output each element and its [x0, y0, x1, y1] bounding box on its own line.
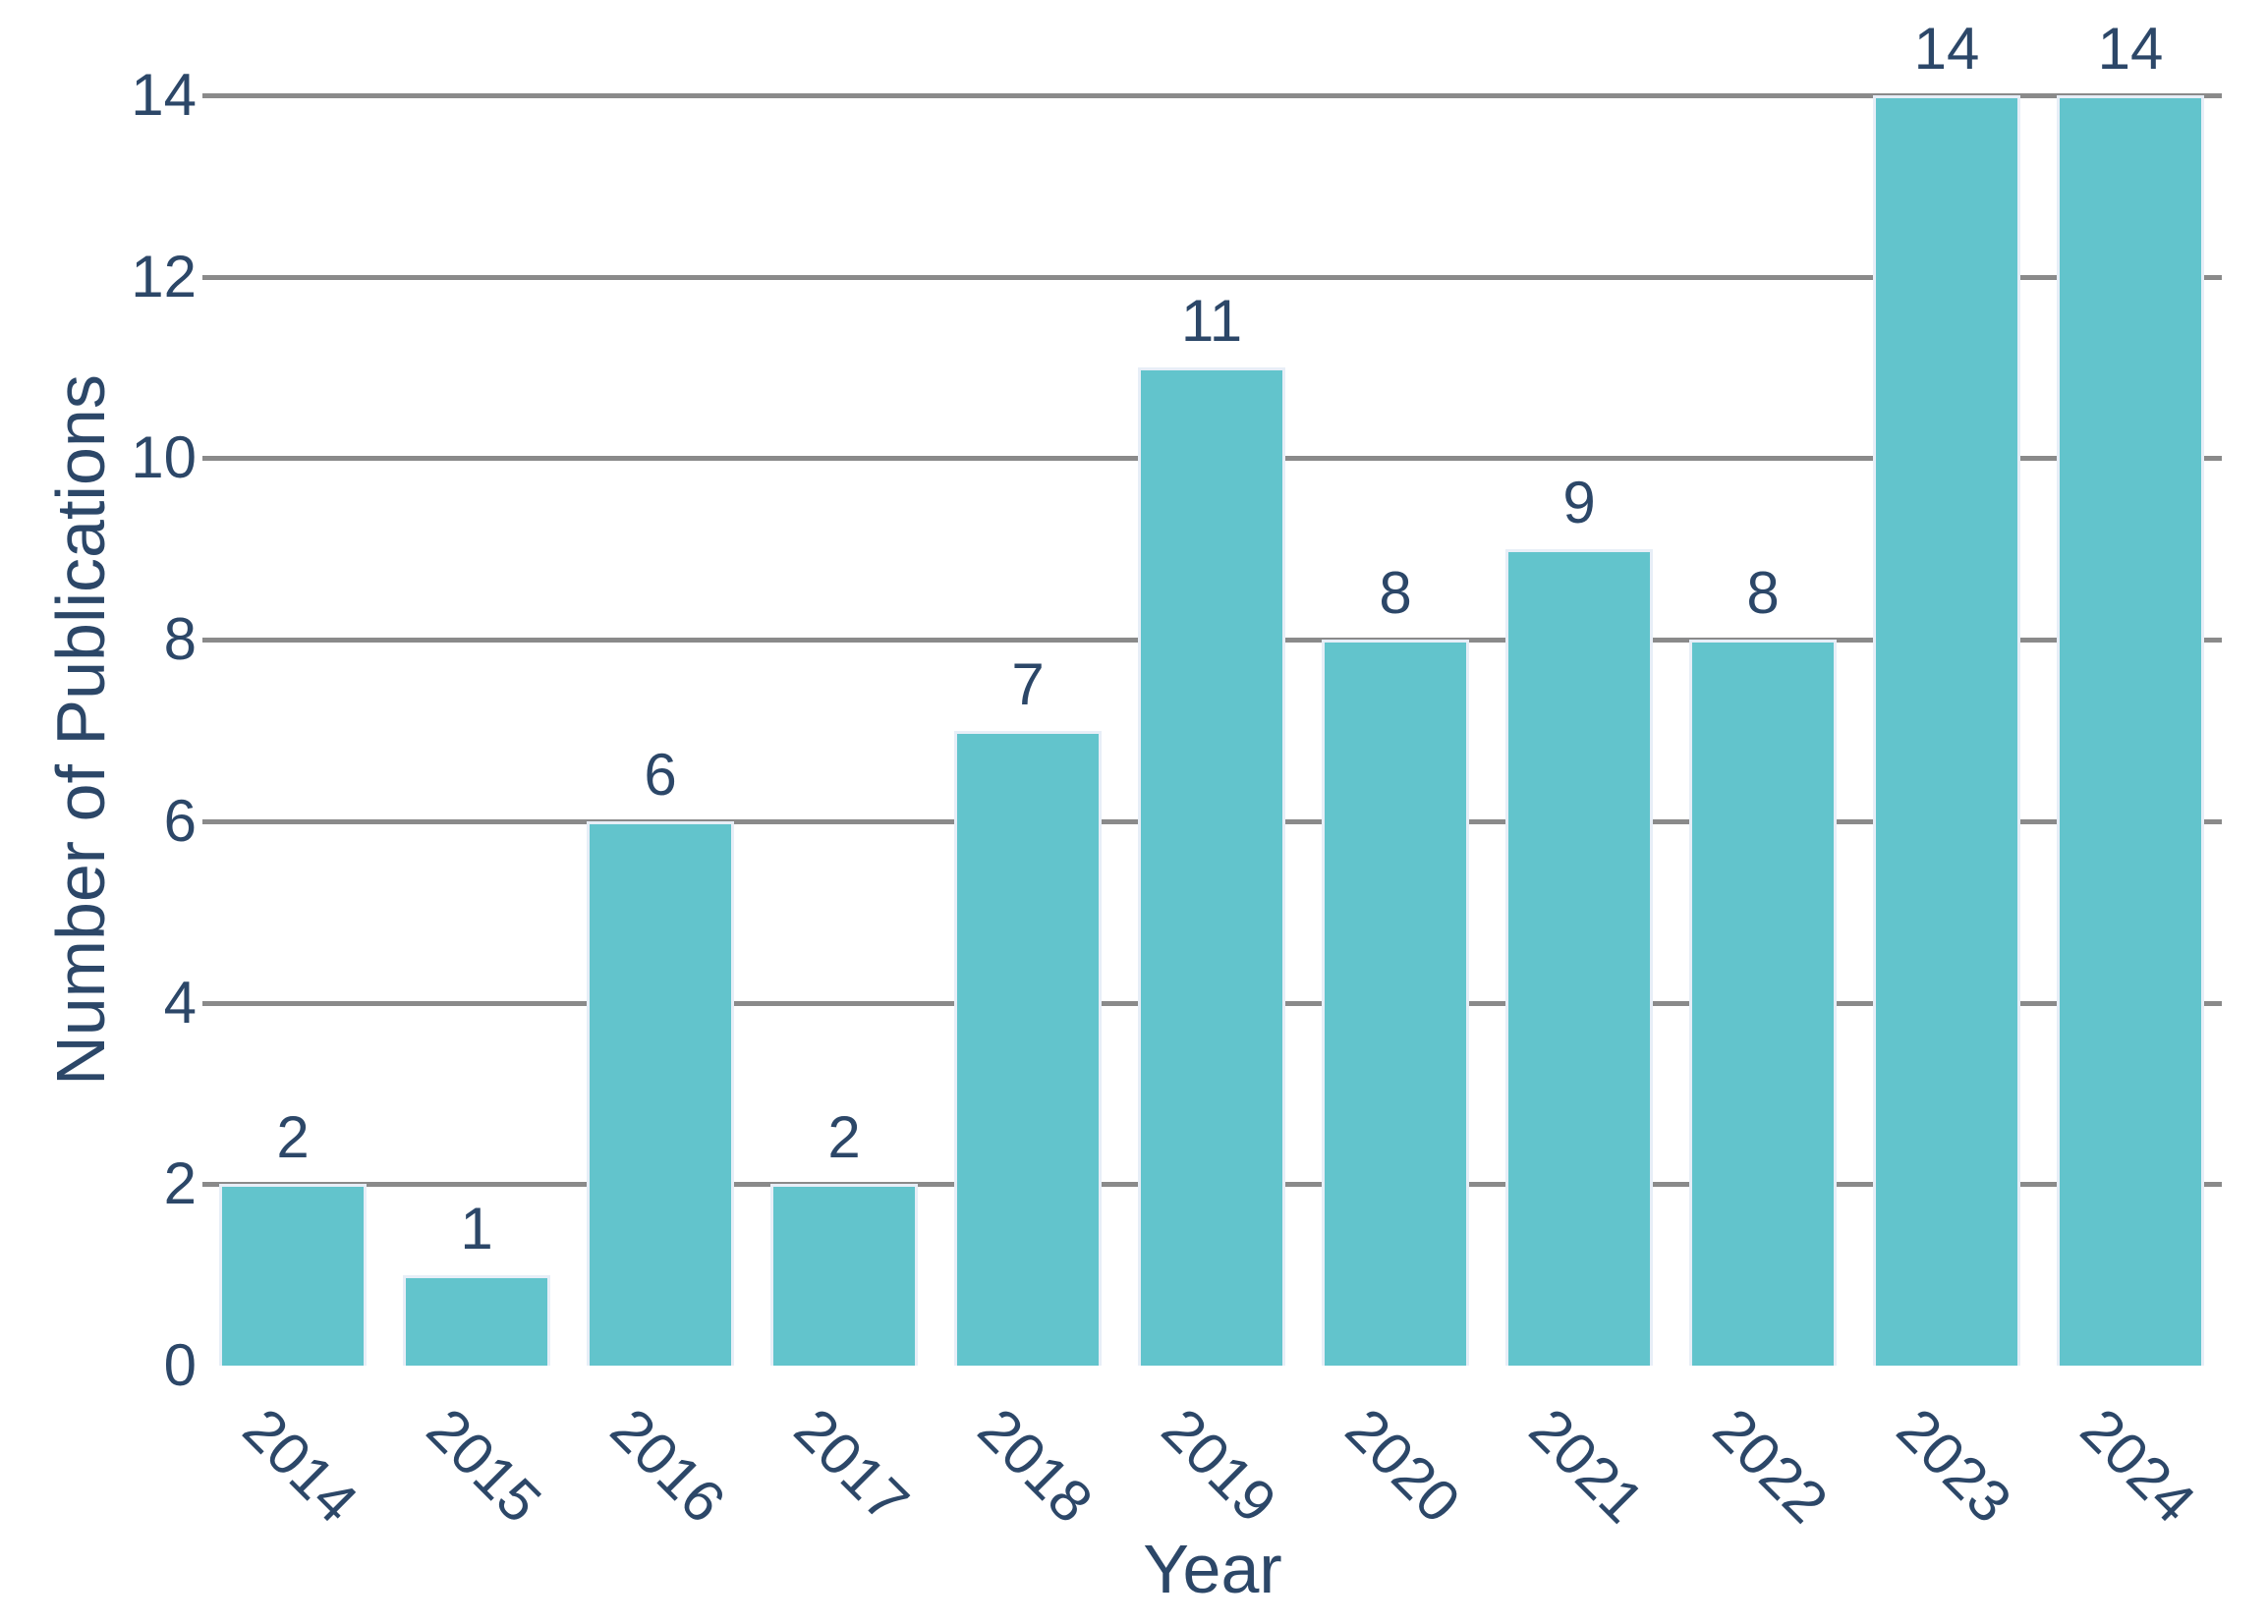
y-tick-label: 6	[163, 788, 197, 854]
x-tick-label: 2023	[1884, 1395, 2024, 1536]
bar	[1138, 367, 1285, 1366]
x-tick-label: 2016	[597, 1395, 738, 1536]
y-tick-label: 2	[163, 1150, 197, 1216]
bar-value-label: 2	[276, 1104, 310, 1170]
x-tick-label: 2015	[414, 1395, 554, 1536]
y-tick-label: 12	[131, 244, 197, 309]
bar	[1873, 95, 2020, 1366]
x-tick-label: 2021	[1516, 1395, 1657, 1536]
x-axis-label: Year	[1143, 1531, 1282, 1607]
y-tick-label: 4	[163, 970, 197, 1036]
x-tick-label: 2014	[230, 1395, 370, 1536]
bar-value-label: 14	[2097, 16, 2164, 82]
bar	[219, 1184, 367, 1366]
bar	[1689, 640, 1837, 1366]
bar-value-label: 7	[1011, 651, 1045, 717]
y-tick-label: 14	[131, 62, 197, 128]
gridline	[202, 275, 2222, 280]
x-tick-label: 2022	[1700, 1395, 1841, 1536]
bar	[587, 821, 734, 1366]
x-tick-label: 2020	[1332, 1395, 1473, 1536]
bar	[770, 1184, 918, 1366]
y-axis-label: Number of Publications	[42, 374, 119, 1086]
bar-value-label: 11	[1180, 288, 1243, 354]
x-tick-label: 2024	[2068, 1395, 2208, 1536]
bar	[2057, 95, 2204, 1366]
bar	[1505, 549, 1653, 1366]
bar-value-label: 9	[1562, 470, 1596, 535]
x-tick-label: 2019	[1149, 1395, 1289, 1536]
y-tick-label: 10	[131, 424, 197, 490]
bar-value-label: 8	[1379, 560, 1412, 626]
bar-value-label: 1	[460, 1196, 493, 1261]
bar	[954, 731, 1102, 1366]
bar	[403, 1275, 550, 1366]
bar-value-label: 8	[1746, 560, 1780, 626]
bar-value-label: 6	[644, 742, 677, 808]
x-tick-label: 2018	[965, 1395, 1106, 1536]
bar	[1322, 640, 1469, 1366]
bar-value-label: 2	[827, 1104, 861, 1170]
gridline	[202, 93, 2222, 98]
x-tick-label: 2017	[781, 1395, 922, 1536]
y-tick-label: 8	[163, 606, 197, 672]
y-tick-label: 0	[163, 1332, 197, 1398]
bar-value-label: 14	[1913, 16, 1980, 82]
